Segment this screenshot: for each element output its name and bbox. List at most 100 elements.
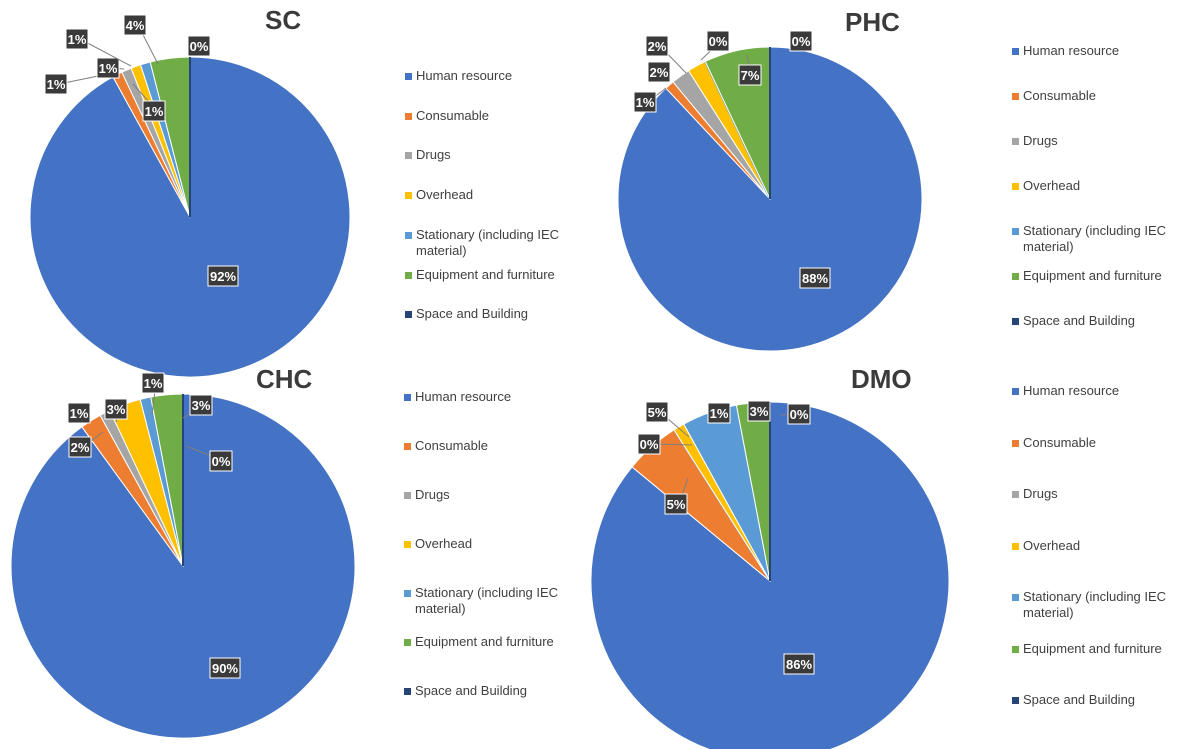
- data-label: 86%: [786, 657, 812, 672]
- data-label: 3%: [750, 404, 769, 419]
- data-label: 2%: [71, 440, 90, 455]
- legend-swatch: [1012, 228, 1019, 235]
- legend-item: Stationary (including IEC material): [1012, 223, 1185, 255]
- legend-swatch: [404, 394, 411, 401]
- legend-label: Overhead: [1023, 537, 1081, 553]
- legend-swatch: [405, 311, 412, 319]
- data-label-box: [104, 398, 128, 420]
- pie-slice-human-resource: [617, 46, 923, 352]
- data-label-box: [633, 91, 657, 113]
- data-label: 0%: [212, 454, 231, 469]
- legend-label: Space and Building: [415, 683, 528, 698]
- data-label: 3%: [107, 402, 126, 417]
- legend-label: Equipment and furniture: [415, 634, 554, 649]
- data-label-box: [707, 402, 731, 424]
- data-label-box: [141, 372, 165, 394]
- legend-item: Overhead: [405, 187, 580, 203]
- legend-label: Stationary (including IEC material): [415, 585, 559, 616]
- legend-label: Stationary (including IEC material): [1023, 589, 1167, 620]
- data-label: 1%: [99, 61, 118, 76]
- legend-item: Overhead: [1012, 178, 1185, 194]
- data-label-box: [209, 450, 233, 472]
- pie-chart-phc: 88% 1% 2% 2% 0% 7% 0%: [617, 30, 923, 352]
- legend-label: Drugs: [1023, 486, 1058, 501]
- data-label-box: [96, 57, 120, 79]
- data-label: 4%: [126, 18, 145, 33]
- data-label-box: [647, 61, 671, 83]
- data-label: 1%: [636, 95, 655, 110]
- legend-label: Equipment and furniture: [416, 266, 555, 282]
- legend-label: Overhead: [416, 187, 474, 203]
- legend-label: Stationary (including IEC material): [1023, 223, 1167, 254]
- legend-label: Human resource: [415, 389, 512, 404]
- chart-panel-dmo: 86% 5% 0% 5% 1% 3% 0% DMO Human resource Consum…: [590, 358, 1185, 749]
- data-label-box: [645, 401, 669, 423]
- data-label: 0%: [709, 34, 728, 49]
- legend-swatch: [404, 443, 411, 450]
- data-label-box: [637, 433, 661, 455]
- legend-item: Overhead: [1012, 538, 1185, 554]
- legend-label: Overhead: [415, 536, 473, 551]
- legend-item: Overhead: [404, 536, 579, 552]
- legend-label: Equipment and furniture: [1023, 640, 1162, 656]
- legend-swatch: [404, 541, 411, 548]
- data-label: 5%: [648, 405, 667, 420]
- data-label-box: [142, 100, 166, 122]
- data-label: 1%: [47, 77, 66, 92]
- data-label-box: [783, 653, 815, 675]
- data-label-box: [207, 265, 239, 287]
- data-label-box: [738, 64, 762, 86]
- legend-label: Overhead: [1023, 178, 1081, 193]
- legend-swatch: [1012, 645, 1019, 653]
- legend-item: Consumable: [405, 108, 580, 124]
- data-label-box: [189, 394, 213, 416]
- legend-swatch: [405, 73, 412, 80]
- legend-item: Space and Building: [1012, 692, 1185, 708]
- data-label: 7%: [741, 68, 760, 83]
- data-label: 88%: [802, 271, 828, 286]
- data-label: 1%: [145, 104, 164, 119]
- pie-chart-dmo: 86% 5% 0% 5% 1% 3% 0%: [590, 400, 950, 749]
- legend-swatch: [405, 271, 412, 279]
- legend-swatch: [404, 590, 411, 597]
- legend-item: Equipment and furniture: [405, 267, 580, 283]
- chart-title-phc: PHC: [845, 7, 900, 37]
- legend-label: Stationary (including IEC material): [416, 226, 560, 258]
- data-label-box: [44, 73, 68, 95]
- chart-title-dmo: DMO: [851, 364, 912, 394]
- legend-item: Stationary (including IEC material): [405, 227, 580, 259]
- legend-item: Consumable: [1012, 88, 1185, 104]
- data-label-box: [664, 493, 688, 515]
- legend-swatch: [1012, 491, 1019, 498]
- legend-item: Equipment and furniture: [404, 634, 579, 650]
- legend-item: Consumable: [404, 438, 579, 454]
- legend-swatch: [405, 231, 412, 239]
- legend-swatch: [1012, 439, 1019, 447]
- legend-label: Consumable: [415, 438, 488, 453]
- legend-item: Human resource: [1012, 383, 1185, 399]
- data-label: 0%: [792, 34, 811, 49]
- legend-label: Consumable: [416, 107, 489, 123]
- data-label-box: [187, 35, 211, 57]
- data-label: 2%: [648, 39, 667, 54]
- legend-item: Drugs: [405, 147, 580, 163]
- legend-swatch: [405, 112, 412, 120]
- legend-swatch: [405, 152, 412, 160]
- data-label-box: [706, 30, 730, 52]
- legend-item: Drugs: [404, 487, 579, 503]
- data-label-box: [747, 400, 771, 422]
- legend-swatch: [404, 688, 411, 695]
- legend-swatch: [1012, 273, 1019, 280]
- data-label-box: [789, 30, 813, 52]
- legend-item: Space and Building: [1012, 313, 1185, 329]
- data-label-box: [68, 436, 92, 458]
- pie-slice-human-resource: [10, 393, 356, 739]
- chart-panel-chc: 90% 2% 1% 3% 1% 3% 0% CHC Human resource Consum…: [0, 358, 600, 749]
- data-label-box: [65, 28, 89, 50]
- legend-item: Space and Building: [404, 683, 579, 699]
- legend-item: Drugs: [1012, 133, 1185, 149]
- legend-item: Consumable: [1012, 435, 1185, 451]
- data-label-box: [123, 14, 147, 36]
- legend-item: Human resource: [1012, 43, 1185, 59]
- data-label: 92%: [210, 269, 236, 284]
